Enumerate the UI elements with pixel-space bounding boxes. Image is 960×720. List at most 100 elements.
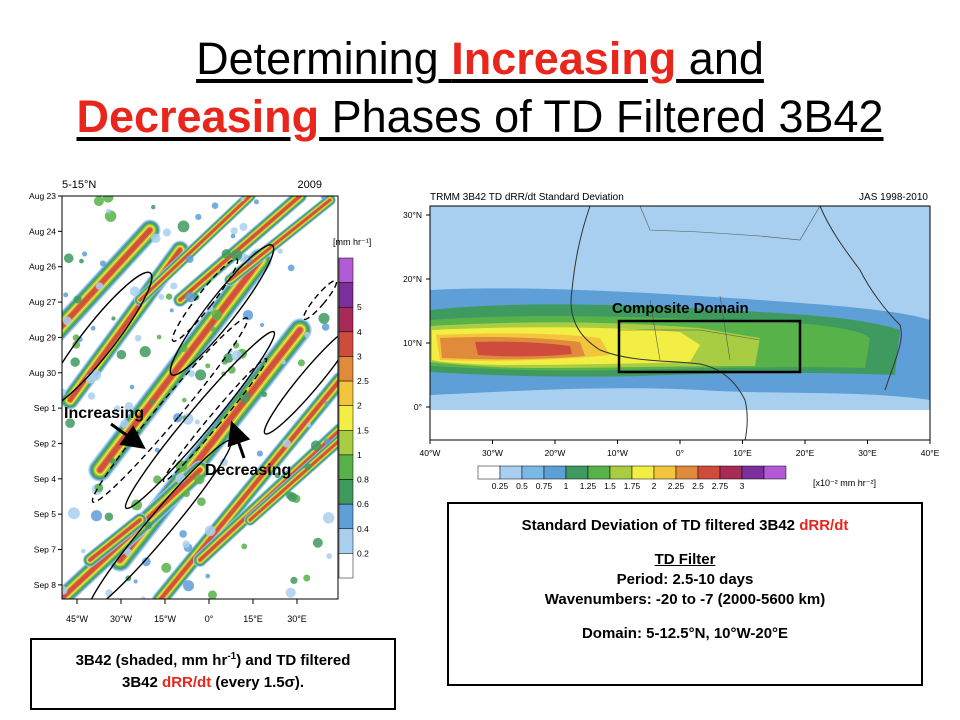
- hov-rain-cell: [90, 510, 103, 522]
- hov-rain-streak: [113, 323, 307, 567]
- hov-rain-cell: [158, 294, 165, 300]
- hov-colorbar-swatch: [338, 282, 354, 308]
- map-band-7: [440, 337, 585, 360]
- hov-rain-cell: [134, 334, 142, 342]
- hov-rain-cell: [282, 439, 291, 448]
- map-colorbar-label: 1.5: [604, 481, 616, 491]
- hov-rain-streak: [138, 196, 252, 302]
- hov-rain-streak: [225, 196, 335, 285]
- hov-rain-streak: [177, 196, 303, 303]
- hov-rain-cell: [72, 334, 80, 342]
- hov-rain-cell: [239, 253, 249, 263]
- map-band-6: [436, 333, 610, 361]
- map-colorbar-label: 2.25: [668, 481, 685, 491]
- hov-rain-cell: [179, 530, 187, 538]
- map-band-1: [430, 288, 930, 400]
- map-colorbar-label: 1.75: [624, 481, 641, 491]
- hov-rain-streak: [109, 319, 311, 571]
- hov-rain-cell: [169, 308, 174, 313]
- hov-rain-cell: [195, 213, 202, 221]
- hov-rain-cell: [161, 562, 172, 573]
- hov-rain-cell: [303, 574, 311, 582]
- hov-rain-cell: [297, 359, 305, 367]
- hov-rain-streak: [228, 198, 332, 282]
- hov-rain-cell: [123, 548, 132, 557]
- hov-rain-cell: [183, 490, 190, 498]
- hov-rain-cell: [109, 458, 116, 464]
- hov-rain-cell: [182, 580, 195, 592]
- hov-rain-cell: [227, 366, 236, 374]
- hov-colorbar-swatch: [338, 553, 354, 579]
- hov-rain-cell: [205, 363, 211, 369]
- caption-period: Period: 2.5-10 days: [616, 571, 754, 588]
- caption-filter-title: TD Filter: [654, 551, 716, 568]
- hov-contour-dashed: [162, 357, 268, 483]
- hov-rain-streak: [244, 434, 338, 526]
- map-colorbar-label: 0.75: [536, 481, 553, 491]
- map-colorbar: 0.25 0.5 0.75 1 1.25 1.5 1.75 2 2.25 2.5 2.75 3: [477, 465, 787, 491]
- hov-rain-cell: [99, 260, 107, 267]
- hov-rain-cell: [194, 419, 200, 425]
- title-text-1: Determining: [196, 33, 452, 84]
- hov-rain-streak: [136, 196, 254, 304]
- hov-rain-streak: [108, 318, 312, 572]
- hov-contour-solid: [124, 330, 276, 510]
- hov-rain-cell: [206, 305, 214, 312]
- hov-rain-cell: [277, 248, 283, 254]
- increasing-label: Increasing: [64, 405, 144, 422]
- hov-rain-streak: [156, 376, 338, 599]
- hov-rain-streak: [66, 246, 184, 404]
- hov-rain-streak: [176, 196, 304, 304]
- hov-rain-cell: [253, 199, 259, 205]
- map-colorbar-label: 2: [652, 481, 657, 491]
- map-colorbar-units: [x10⁻² mm hr⁻²]: [813, 478, 876, 488]
- hov-rain-streak: [173, 196, 307, 307]
- map-borders-interior: [620, 295, 761, 361]
- hov-contour-solid: [87, 439, 233, 599]
- hov-rain-cell: [175, 473, 186, 484]
- hov-rain-streak: [152, 373, 338, 599]
- hov-colorbar-label: 4: [357, 327, 362, 337]
- hov-rain-cell: [76, 336, 83, 343]
- map-ocean-blank: [430, 415, 760, 440]
- hov-rain-streak: [64, 244, 186, 406]
- hov-x-tick-label: 0°: [205, 614, 214, 624]
- hov-rain-streak: [62, 461, 209, 599]
- hov-colorbar-swatch: [338, 528, 354, 554]
- hov-rain-cell: [261, 391, 268, 398]
- hov-colorbar-swatch: [338, 479, 354, 505]
- hov-y-tick-label: Sep 8: [34, 580, 56, 590]
- caption-left-text-b: ) and TD filtered: [236, 652, 351, 669]
- hov-rain-streak: [138, 196, 252, 302]
- hov-rain-cell: [197, 497, 206, 507]
- map-y-tick-label: 30°N: [403, 210, 422, 220]
- map-colorbar-swatch: [697, 465, 721, 480]
- hov-rain-streak: [62, 227, 153, 330]
- hov-rain-streak: [227, 197, 333, 283]
- hov-rain-streak: [93, 253, 267, 477]
- hov-rain-cell: [177, 220, 190, 233]
- hov-x-tick-label: 30°E: [287, 614, 307, 624]
- hov-rain-streak: [246, 437, 338, 524]
- hov-colorbar-swatch: [338, 503, 354, 530]
- map-colorbar-swatch: [741, 465, 765, 480]
- increasing-arrow: [110, 422, 146, 450]
- hov-rain-cell: [211, 309, 223, 321]
- hov-colorbar-label: 2.5: [357, 376, 369, 386]
- hov-rain-bands: [62, 196, 338, 599]
- caption-left-line1: 3B42 (shaded, mm hr-1) and TD filtered: [32, 646, 394, 672]
- map-colorbar-swatch: [587, 465, 611, 480]
- hov-rain-cell: [85, 373, 96, 384]
- hov-colorbar-swatch: [338, 454, 354, 480]
- hov-y-axis: Aug 23 Aug 24 Aug 26 Aug 27 Aug 29 Aug 30 Sep …: [29, 191, 62, 590]
- hov-rain-cell: [151, 233, 161, 243]
- hov-rain-streak: [136, 196, 254, 304]
- hov-rain-cell: [80, 548, 86, 554]
- map-background: [430, 206, 930, 440]
- hov-rain-cell: [106, 208, 111, 214]
- hov-contour-dashed: [171, 258, 239, 342]
- hov-rain-streak: [178, 196, 302, 302]
- hov-rain-cell: [287, 264, 295, 272]
- hov-rain-cell: [287, 492, 298, 502]
- hov-y-tick-label: Sep 7: [34, 545, 56, 555]
